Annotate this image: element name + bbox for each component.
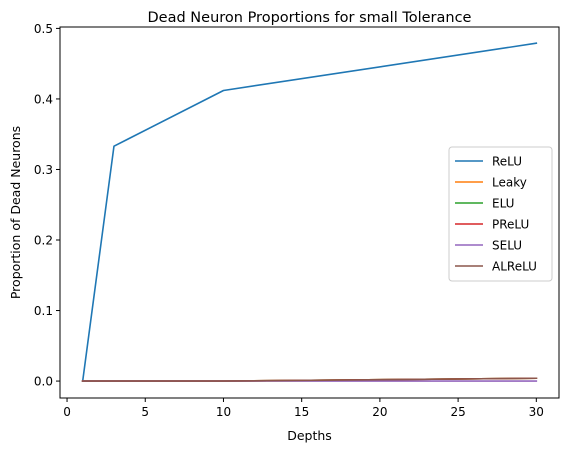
legend-label-alrelu: ALReLU <box>492 260 537 274</box>
legend-label-elu: ELU <box>492 197 514 211</box>
y-tick-label: 0.4 <box>34 92 53 106</box>
x-tick-label: 25 <box>450 405 465 419</box>
x-tick-label: 0 <box>63 405 71 419</box>
series-line-alrelu <box>81 377 538 382</box>
y-tick-label: 0.1 <box>34 304 53 318</box>
legend-label-selu: SELU <box>492 239 522 253</box>
legend-label-prelu: PReLU <box>492 218 529 232</box>
series-line-relu <box>81 42 538 382</box>
x-tick-label: 15 <box>294 405 309 419</box>
plot-area-frame <box>59 26 560 399</box>
chart-title: Dead Neuron Proportions for small Tolera… <box>148 10 472 26</box>
y-tick-label: 0.5 <box>34 22 53 36</box>
legend-box <box>448 146 553 282</box>
x-axis-label: Depths <box>287 428 332 443</box>
x-tick-label: 20 <box>372 405 387 419</box>
y-tick-label: 0.0 <box>34 375 53 389</box>
x-tick-label: 10 <box>216 405 231 419</box>
y-axis-label: Proportion of Dead Neurons <box>8 126 23 299</box>
x-tick-label: 5 <box>141 405 149 419</box>
x-tick-label: 30 <box>529 405 544 419</box>
legend-label-leaky: Leaky <box>492 176 527 190</box>
y-tick-label: 0.2 <box>34 234 53 248</box>
legend-label-relu: ReLU <box>492 155 522 169</box>
y-tick-label: 0.3 <box>34 163 53 177</box>
legend: ReLU Leaky ELU PReLU SELU ALReLU <box>448 146 553 282</box>
